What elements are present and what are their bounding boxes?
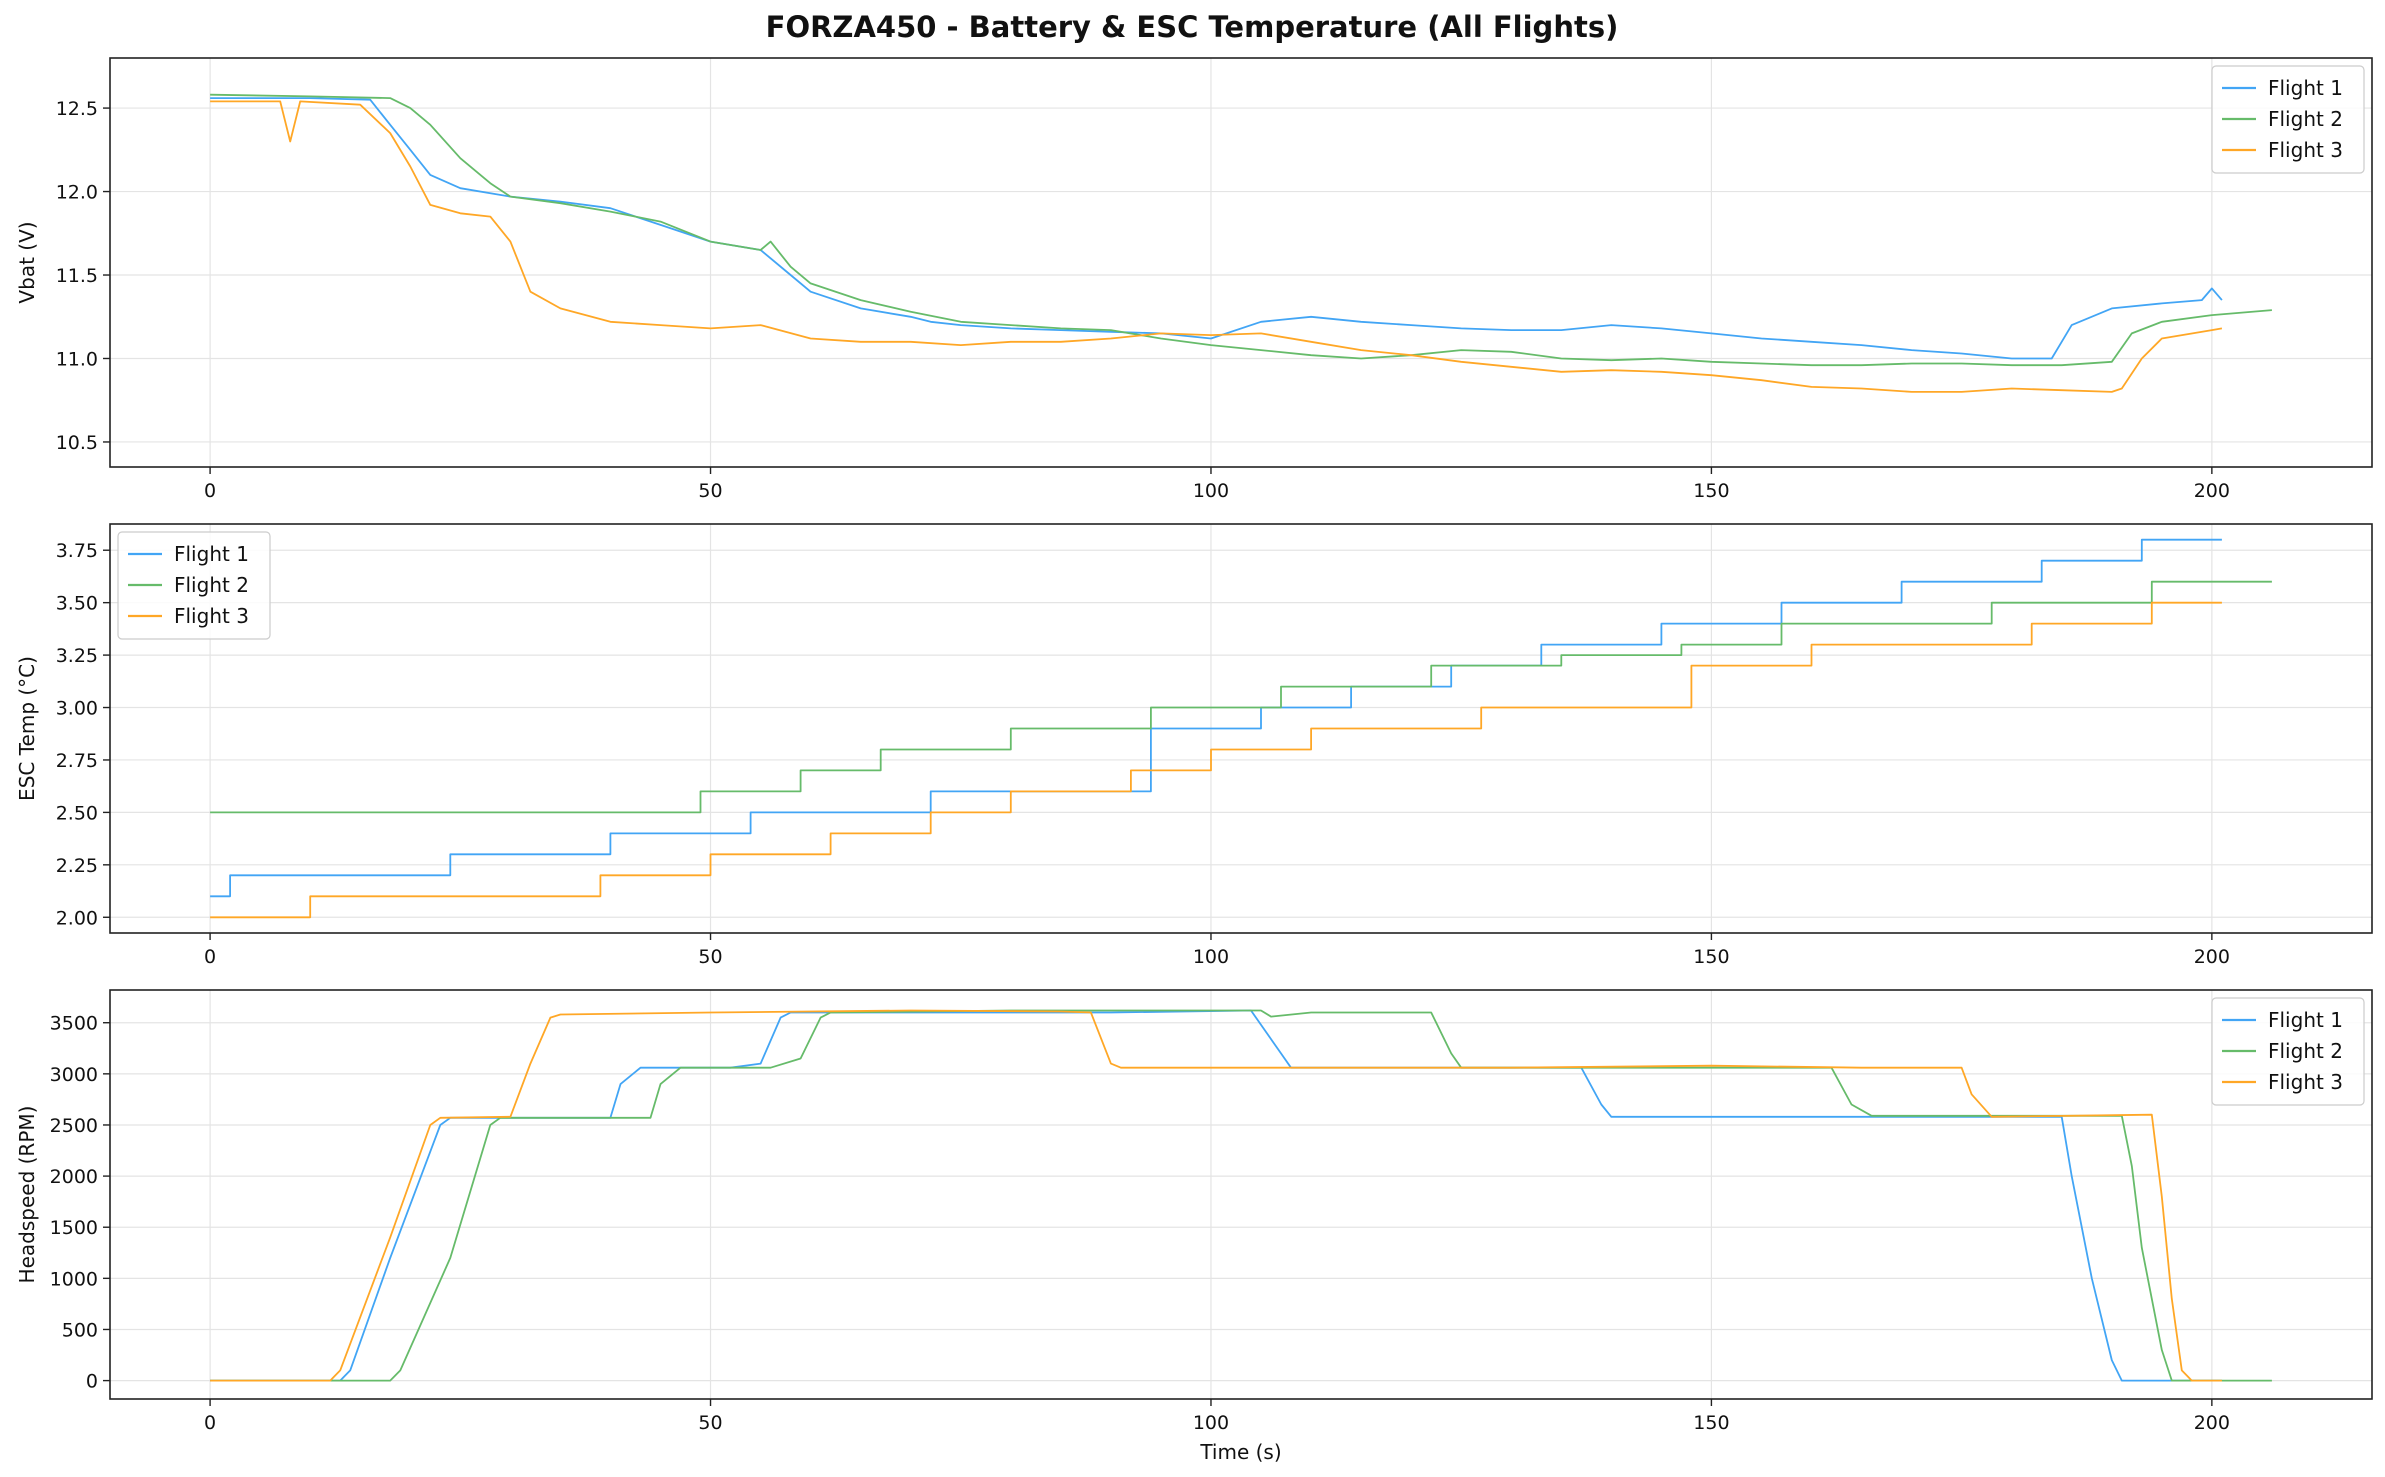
y-tick-label: 500 xyxy=(62,1319,98,1341)
series-line-flight-3 xyxy=(210,100,2223,393)
legend: Flight 1 Flight 2 Flight 3 xyxy=(2211,997,2365,1106)
panel-3: 0 50 100 150 2000500100015002000250030003500… xyxy=(15,989,2373,1464)
series-line-flight-2 xyxy=(210,1009,2272,1382)
y-axis-label: Vbat (V) xyxy=(15,221,39,303)
series-line-flight-2 xyxy=(210,93,2272,367)
y-tick-label: 11.5 xyxy=(56,265,98,287)
x-tick-label: 50 xyxy=(698,480,722,502)
x-axis-label: Time (s) xyxy=(1199,1440,1281,1464)
series-line-flight-3 xyxy=(210,601,2222,919)
x-tick-label: 200 xyxy=(2194,480,2230,502)
legend: Flight 1 Flight 2 Flight 3 xyxy=(2211,65,2365,174)
series-line-flight-1 xyxy=(210,538,2222,898)
series-line-flight-2 xyxy=(210,580,2272,814)
plot-frame xyxy=(109,989,2373,1400)
x-tick-label: 0 xyxy=(204,480,216,502)
y-axis-label: ESC Temp (°C) xyxy=(15,656,39,801)
series-line-flight-1 xyxy=(210,97,2223,360)
series-line-flight-3 xyxy=(210,1009,2222,1382)
legend-label: Flight 1 xyxy=(2268,1008,2343,1032)
y-tick-label: 10.5 xyxy=(56,432,98,454)
plot-frame xyxy=(109,57,2373,468)
x-tick-label: 150 xyxy=(1693,1412,1729,1434)
x-tick-label: 0 xyxy=(204,1412,216,1434)
legend-box xyxy=(2211,997,2365,1106)
y-tick-label: 3.25 xyxy=(56,645,98,667)
legend-label: Flight 1 xyxy=(174,542,249,566)
y-tick-label: 3500 xyxy=(50,1013,98,1035)
legend-label: Flight 3 xyxy=(2268,138,2343,162)
y-tick-label: 2500 xyxy=(50,1115,98,1137)
y-tick-label: 2.00 xyxy=(56,907,98,929)
x-tick-label: 50 xyxy=(698,1412,722,1434)
y-tick-label: 12.0 xyxy=(56,182,98,204)
series-line-flight-1 xyxy=(210,1009,2222,1382)
y-tick-label: 3.00 xyxy=(56,698,98,720)
y-tick-label: 2.25 xyxy=(56,855,98,877)
y-tick-label: 0 xyxy=(86,1371,98,1393)
figure-title: FORZA450 - Battery & ESC Temperature (Al… xyxy=(766,10,1619,44)
chart-panels: 0 50 100 150 200 10.5 11.0 11.5 12.0 12.5 Vbat (V)… xyxy=(15,57,2373,1464)
legend-box xyxy=(2211,65,2365,174)
y-tick-label: 2000 xyxy=(50,1166,98,1188)
y-tick-label: 11.0 xyxy=(56,348,98,370)
y-tick-label: 3.75 xyxy=(56,540,98,562)
y-axis-label: Headspeed (RPM) xyxy=(15,1106,39,1284)
y-tick-label: 2.75 xyxy=(56,750,98,772)
legend: Flight 1 Flight 2 Flight 3 xyxy=(117,531,271,640)
y-tick-label: 3000 xyxy=(50,1064,98,1086)
legend-label: Flight 3 xyxy=(2268,1070,2343,1094)
panel-2: 0 50 100 150 200 2.00 2.25 2.50 2.75 3.00 3.25 3.50… xyxy=(15,523,2373,968)
legend-label: Flight 2 xyxy=(2268,1039,2343,1063)
legend-box xyxy=(117,531,271,640)
legend-label: Flight 1 xyxy=(2268,76,2343,100)
legend-label: Flight 2 xyxy=(174,573,249,597)
x-tick-label: 100 xyxy=(1193,946,1229,968)
x-tick-label: 200 xyxy=(2194,946,2230,968)
y-tick-label: 2.50 xyxy=(56,802,98,824)
y-tick-label: 1000 xyxy=(50,1268,98,1290)
x-tick-label: 150 xyxy=(1693,480,1729,502)
y-tick-label: 3.50 xyxy=(56,593,98,615)
x-tick-label: 100 xyxy=(1193,480,1229,502)
plot-frame xyxy=(109,523,2373,934)
x-tick-label: 100 xyxy=(1193,1412,1229,1434)
x-tick-label: 200 xyxy=(2194,1412,2230,1434)
x-tick-label: 0 xyxy=(204,946,216,968)
y-tick-label: 12.5 xyxy=(56,98,98,120)
panel-1: 0 50 100 150 200 10.5 11.0 11.5 12.0 12.5 Vbat (V)… xyxy=(15,57,2373,502)
x-tick-label: 150 xyxy=(1693,946,1729,968)
x-tick-label: 50 xyxy=(698,946,722,968)
legend-label: Flight 3 xyxy=(174,604,249,628)
y-tick-label: 1500 xyxy=(50,1217,98,1239)
legend-label: Flight 2 xyxy=(2268,107,2343,131)
